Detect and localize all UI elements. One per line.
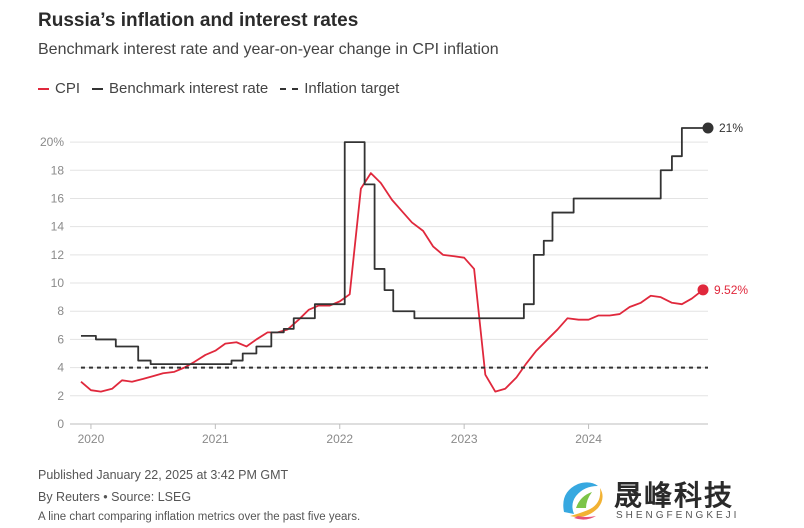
published-date: Published January 22, 2025 at 3:42 PM GM… <box>38 468 289 482</box>
legend-swatch-inflation-target <box>280 87 299 90</box>
legend-item-cpi: CPI <box>38 80 80 97</box>
grid-lines <box>70 141 708 425</box>
x-tick-label: 2020 <box>78 432 105 446</box>
legend-swatch-benchmark-rate <box>92 87 104 90</box>
y-tick-label: 16 <box>51 191 65 205</box>
watermark-text: 晟峰科技 <box>614 479 735 512</box>
chart-title: Russia’s inflation and interest rates <box>38 10 359 31</box>
cpi-line <box>80 172 704 393</box>
y-tick-label: 10 <box>51 276 65 290</box>
chart-legend: CPI Benchmark interest rate Inflation ta… <box>38 80 411 97</box>
y-tick-label: 18 <box>51 163 65 177</box>
source-line: By Reuters • Source: LSEG <box>38 490 192 504</box>
y-tick-label: 14 <box>51 220 65 234</box>
legend-label-inflation-target: Inflation target <box>304 80 400 97</box>
y-tick-label: 2 <box>57 389 64 403</box>
y-tick-label: 0 <box>57 417 64 431</box>
chart-subtitle: Benchmark interest rate and year-on-year… <box>38 41 499 58</box>
y-tick-label: 8 <box>57 304 64 318</box>
watermark: 晟峰科技 SHENGFENGKEJI <box>548 472 798 526</box>
legend-label-benchmark-rate: Benchmark interest rate <box>109 80 269 97</box>
end-value-label: 21% <box>719 121 743 135</box>
y-tick-label: 12 <box>51 248 65 262</box>
y-tick-label: 6 <box>57 332 64 346</box>
legend-item-benchmark-rate: Benchmark interest rate <box>92 80 268 97</box>
watermark-subtext: SHENGFENGKEJI <box>616 510 740 521</box>
benchmark-interest-rate-line <box>80 127 708 365</box>
end-markers: 9.52% 21% <box>697 121 748 297</box>
legend-swatch-cpi <box>38 87 49 90</box>
series-lines <box>80 127 708 393</box>
x-tick-label: 2023 <box>451 432 478 446</box>
y-tick-label: 20% <box>40 135 64 149</box>
x-axis-ticks: 2020 2021 2022 2023 2024 <box>78 424 602 446</box>
end-point-marker <box>697 284 709 296</box>
end-value-label: 9.52% <box>714 283 748 297</box>
x-tick-label: 2021 <box>202 432 229 446</box>
legend-item-inflation-target: Inflation target <box>280 80 399 97</box>
x-tick-label: 2024 <box>575 432 602 446</box>
x-tick-label: 2022 <box>326 432 353 446</box>
legend-label-cpi: CPI <box>55 80 81 97</box>
y-axis-ticks: 0 2 4 6 8 10 12 14 16 18 20% <box>40 135 64 431</box>
end-point-marker <box>702 122 714 134</box>
y-tick-label: 4 <box>57 361 64 375</box>
watermark-logo-icon <box>563 482 603 520</box>
chart-description: A line chart comparing inflation metrics… <box>38 511 361 523</box>
